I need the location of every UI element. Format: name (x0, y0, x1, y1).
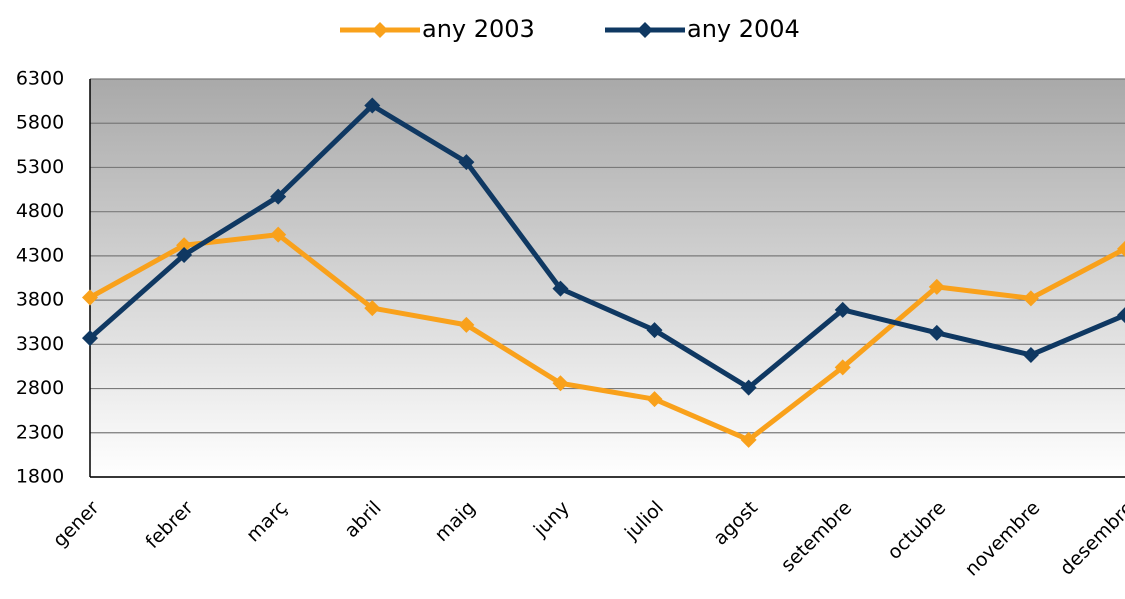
data-point (1022, 290, 1039, 307)
y-tick-label: 4800 (16, 200, 64, 222)
y-tick-label: 4300 (16, 244, 64, 266)
y-tick-label: 3800 (16, 289, 64, 311)
x-tick-label: setembre (777, 497, 856, 576)
x-tick-label: abril (340, 497, 385, 542)
series-line (88, 103, 1125, 391)
data-point (458, 316, 475, 333)
y-tick-label: 6300 (16, 68, 64, 90)
x-tick-label: febrer (141, 497, 197, 553)
data-point (740, 379, 757, 396)
y-tick-label: 2300 (16, 421, 64, 443)
x-tick-label: juny (529, 497, 574, 542)
legend-marker (372, 22, 388, 38)
y-tick-label: 3300 (16, 333, 64, 355)
y-tick-label: 5300 (16, 156, 64, 178)
x-tick-label: agost (709, 497, 762, 550)
data-point (552, 375, 569, 392)
data-point (82, 289, 98, 306)
data-point (364, 300, 381, 317)
x-tick-label: maig (431, 497, 480, 546)
data-point (82, 330, 98, 347)
data-point (1022, 346, 1039, 363)
data-point (646, 391, 663, 408)
data-point (740, 431, 757, 448)
data-point (176, 237, 193, 254)
series-line (88, 232, 1125, 443)
y-tick-label: 1800 (16, 466, 64, 488)
data-point (1117, 240, 1125, 257)
legend-label: any 2004 (687, 15, 800, 43)
data-point (364, 97, 381, 114)
data-point (646, 322, 663, 339)
data-point (1117, 307, 1125, 324)
x-tick-label: juliol (620, 497, 668, 545)
y-tick-label: 5800 (16, 112, 64, 134)
data-point (176, 247, 193, 264)
x-tick-label: gener (49, 497, 104, 552)
data-point (270, 188, 287, 205)
data-point (270, 226, 287, 243)
x-tick-label: octubre (883, 497, 950, 564)
legend-marker (637, 22, 653, 38)
x-tick-label: novembre (961, 497, 1045, 581)
data-point (834, 301, 851, 318)
legend-label: any 2003 (422, 15, 535, 43)
data-point (928, 324, 945, 341)
data-point (552, 280, 569, 297)
x-tick-label: desembre (1056, 497, 1125, 580)
data-point (458, 154, 475, 171)
y-tick-label: 2800 (16, 377, 64, 399)
data-point (928, 278, 945, 295)
data-point (834, 359, 851, 376)
x-tick-label: març (242, 497, 291, 546)
plot-area (90, 79, 1125, 477)
